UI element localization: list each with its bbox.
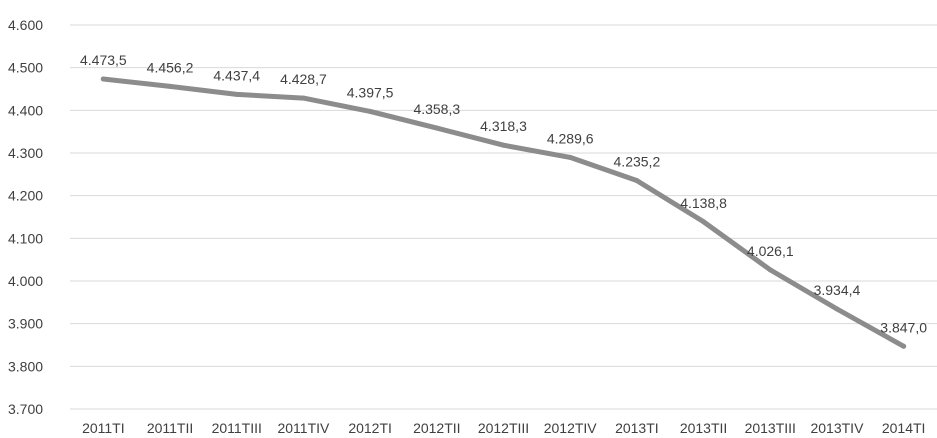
x-tick-label: 2011TIII [212, 420, 262, 436]
y-tick-label: 4.000 [8, 273, 43, 289]
y-tick-label: 4.500 [8, 60, 43, 76]
data-point [834, 306, 840, 312]
data-label: 3.847,0 [880, 319, 927, 335]
data-label: 4.358,3 [413, 101, 460, 117]
data-label: 4.289,6 [547, 130, 594, 146]
x-tick-label: 2013TIV [810, 420, 864, 436]
data-label: 4.473,5 [80, 52, 127, 68]
x-tick-label: 2012TII [413, 420, 460, 436]
y-tick-label: 4.100 [8, 230, 43, 246]
data-label: 4.397,5 [347, 84, 394, 100]
x-tick-label: 2013TII [680, 420, 727, 436]
data-point [567, 154, 573, 160]
x-tick-label: 2013TIII [745, 420, 796, 436]
data-point [367, 108, 373, 114]
x-tick-label: 2012TI [348, 420, 392, 436]
x-tick-label: 2011TII [147, 420, 193, 436]
y-tick-label: 3.900 [8, 316, 43, 332]
x-tick-label: 2011TIV [277, 420, 330, 436]
data-label: 4.235,2 [614, 154, 661, 170]
data-point [167, 83, 173, 89]
x-tick-label: 2014TI [882, 420, 926, 436]
y-tick-label: 4.200 [8, 188, 43, 204]
gridlines [70, 24, 937, 410]
x-tick-label: 2011TI [82, 420, 125, 436]
data-label: 4.138,8 [680, 195, 727, 211]
y-tick-label: 4.400 [8, 102, 43, 118]
data-point [234, 91, 240, 97]
data-point [434, 125, 440, 131]
x-tick-label: 2012TIV [544, 420, 598, 436]
data-point [100, 76, 106, 82]
data-labels: 4.473,5 4.456,2 4.437,4 4.428,7 4.397,5 4.358… [80, 52, 927, 335]
data-point [634, 178, 640, 184]
data-label: 4.318,3 [480, 118, 527, 134]
data-point [501, 142, 506, 148]
y-axis-tick-labels: 3.700 3.800 3.900 4.000 4.100 4.200 4.300 4.400… [8, 17, 43, 417]
data-label: 4.456,2 [147, 59, 194, 75]
series-line-group [100, 76, 907, 349]
y-tick-label: 3.700 [8, 401, 43, 417]
y-tick-label: 3.800 [8, 358, 43, 374]
data-point [901, 343, 907, 349]
y-tick-label: 4.600 [8, 17, 43, 33]
data-label: 3.934,4 [814, 282, 861, 298]
data-point [701, 219, 707, 225]
data-label: 4.026,1 [747, 243, 794, 259]
data-label: 4.437,4 [213, 67, 260, 83]
data-point [300, 95, 306, 101]
data-label: 4.428,7 [280, 71, 327, 87]
data-point [767, 267, 773, 273]
x-axis-tick-labels: 2011TI 2011TII 2011TIII 2011TIV 2012TI 2012TI… [82, 420, 925, 436]
x-tick-label: 2012TIII [478, 420, 529, 436]
x-tick-label: 2013TI [615, 420, 659, 436]
y-tick-label: 4.300 [8, 145, 43, 161]
